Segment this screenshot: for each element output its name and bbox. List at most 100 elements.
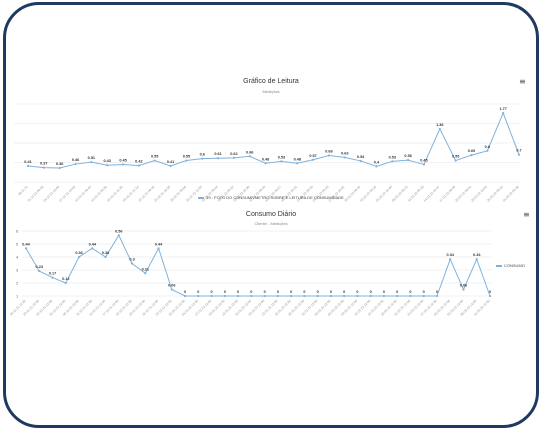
- chart2-data-label: 0.21: [142, 267, 149, 271]
- chart2-data-point: [488, 294, 492, 298]
- chart1-data-label: 0.48: [262, 157, 269, 161]
- chart2-data-point: [183, 294, 187, 298]
- chart1-data-point: [201, 157, 204, 160]
- chart2-data-label: 0.44: [22, 242, 30, 246]
- chart1-data-point: [90, 161, 93, 164]
- chart1-data-label: 0.4: [374, 160, 380, 164]
- chart1-data-point: [470, 153, 473, 157]
- chart1-data-point: [248, 155, 251, 158]
- chart1-legend[interactable]: 19 - FOTO DO CONSUMIVMETRO SOBRE E LEITU…: [6, 195, 536, 200]
- chart1-data-label: 0.53: [389, 155, 396, 159]
- chart2-data-point: [422, 294, 425, 298]
- chart2-data-label: 0.17: [49, 272, 56, 276]
- chart1-data-label: 0.63: [341, 151, 348, 155]
- chart1-data-label: 0.45: [119, 158, 126, 162]
- chart2-data-label: 0: [409, 290, 411, 294]
- chart2-data-label: 0.12: [62, 277, 69, 281]
- chart2-data-point: [237, 294, 240, 298]
- chart1-data-label: 0.62: [230, 152, 237, 156]
- chart1-data-label: 0.6: [200, 153, 205, 157]
- chart1-data-label: 0.41: [24, 160, 31, 164]
- chart2-data-label: 0.44: [89, 242, 97, 246]
- chart2-legend[interactable]: CONSUMO: [496, 263, 525, 268]
- chart2-data-point: [223, 294, 226, 298]
- chart1-data-point: [407, 159, 410, 162]
- chart1-data-point: [264, 162, 267, 165]
- chart2-data-point: [144, 272, 147, 275]
- chart1-title: Gráfico de Leitura: [243, 78, 299, 85]
- chart1-data-label: 0.54: [357, 155, 365, 159]
- chart1-data-label: 0.41: [167, 160, 174, 164]
- chart2-data-label: 0.06: [460, 284, 467, 288]
- chart2-data-point: [77, 255, 81, 259]
- chart2-data-label: 0.34: [447, 253, 455, 257]
- chart2-data-point: [462, 288, 465, 291]
- chart1-data-point: [42, 166, 45, 169]
- chart2-legend-label: CONSUMO: [504, 263, 525, 268]
- chart2-ytick-label: 4: [16, 255, 19, 260]
- chart1-data-label: 1.36: [436, 123, 443, 127]
- chart2-data-point: [170, 288, 173, 291]
- chart2-data-point: [210, 294, 213, 298]
- chart2-menu-icon[interactable]: ≡: [523, 210, 530, 219]
- chart1-data-point: [185, 159, 188, 162]
- chart2-data-label: 0.36: [102, 251, 109, 255]
- chart2-subtitle: Cliente - Medições: [254, 221, 288, 226]
- chart2-data-label: 0: [264, 290, 266, 294]
- chart2-data-label: 0.3: [129, 258, 134, 262]
- chart1-data-label: 0.51: [88, 156, 95, 160]
- chart1-data-point: [232, 156, 236, 159]
- chart1-data-point: [280, 160, 283, 163]
- chart2-data-point: [263, 294, 266, 298]
- chart1-data-label: 0.48: [294, 157, 301, 161]
- chart2-data-label: 0: [224, 290, 226, 294]
- chart2-ytick-label: 3: [16, 268, 19, 273]
- chart1-data-label: 0.45: [420, 158, 427, 162]
- chart1-menu-icon[interactable]: ≡: [519, 77, 526, 86]
- chart2-data-label: 0: [436, 290, 438, 294]
- chart2-data-point: [104, 255, 107, 259]
- chart1-data-label: 0.43: [103, 159, 110, 163]
- chart2-data-point: [303, 294, 306, 298]
- chart1-data-point: [517, 153, 521, 156]
- chart1-data-label: 0.42: [135, 160, 142, 164]
- chart2-data-point: [396, 294, 399, 298]
- chart1-data-label: 0.7: [516, 149, 521, 153]
- chart2-data-label: 0: [396, 290, 398, 294]
- chart2-data-label: 0: [356, 290, 358, 294]
- chart1-data-label: 0.46: [72, 158, 79, 162]
- chart1-data-point: [296, 162, 299, 165]
- chart2-data-label: 0: [370, 290, 372, 294]
- chart1-data-point: [438, 127, 441, 131]
- chart2-data-label: 0.34: [473, 253, 481, 257]
- chart1-data-point: [169, 164, 172, 168]
- chart2-data-label: 0.06: [168, 284, 175, 288]
- chart1-data-point: [121, 163, 125, 166]
- chart1-data-label: 0.56: [404, 154, 411, 158]
- chart2-data-label: 0.23: [36, 265, 43, 269]
- chart1-data-label: 0.55: [452, 155, 459, 159]
- chart2-data-label: 0: [211, 290, 213, 294]
- chart1-data-point: [454, 159, 457, 162]
- chart1-data-point: [343, 156, 346, 159]
- chart1-data-point: [153, 159, 156, 162]
- chart1-data-point: [327, 154, 331, 157]
- chart1-data-point: [106, 164, 109, 167]
- chart2-ytick-label: 2: [16, 281, 19, 286]
- chart2-data-point: [276, 294, 279, 298]
- chart1-data-point: [422, 163, 426, 166]
- chart2-data-point: [197, 294, 200, 298]
- chart1-data-point: [74, 162, 77, 166]
- chart1-data-point: [216, 157, 220, 160]
- chart2-data-point: [356, 294, 359, 298]
- chart2-data-point: [38, 269, 41, 273]
- chart2-data-point: [130, 262, 134, 265]
- chart2-data-point: [435, 294, 439, 298]
- chart2-series-line: [25, 234, 491, 297]
- chart1-data-point: [58, 166, 61, 170]
- chart1-data-point: [486, 149, 489, 152]
- chart1-data-label: 0.36: [56, 162, 63, 166]
- chart2-data-point: [369, 294, 372, 298]
- chart2-data-point: [157, 247, 160, 250]
